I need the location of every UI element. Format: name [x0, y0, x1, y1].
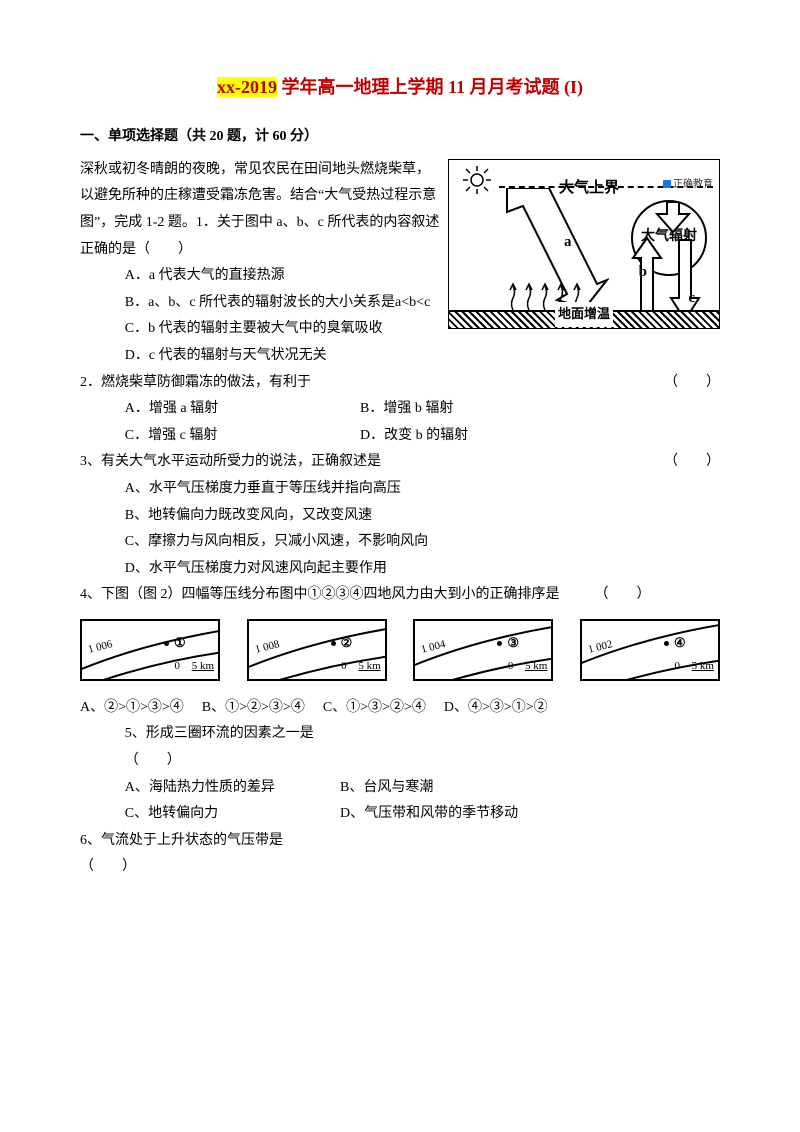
q5-paren: （ ）	[80, 748, 720, 775]
q3-stem: 3、有关大气水平运动所受力的说法，正确叙述是	[80, 454, 381, 469]
q5-row1: A、海陆热力性质的差异 B、台风与寒潮	[80, 775, 720, 802]
q3-paren: （ ）	[664, 449, 720, 476]
isobar-row: 1 006 ① 0 5 km 1 008 ② 0 5 km 1 004 ③ 0 …	[80, 619, 720, 681]
q2-row1: A．增强 a 辐射 B．增强 b 辐射	[80, 396, 720, 423]
q3-option-a: A、水平气压梯度力垂直于等压线并指向高压	[80, 476, 720, 503]
q2-paren: （ ）	[664, 370, 720, 397]
q4-option-a: A、②>①>③>④	[80, 695, 184, 722]
isobar-4: 1 002 ④ 0 5 km	[580, 619, 720, 681]
q4-stem: 4、下图（图 2）四幅等压线分布图中①②③④四地风力由大到小的正确排序是 （ ）	[80, 582, 720, 609]
iso3-scale: 5 km	[525, 656, 547, 677]
q5-stem: 5、形成三圈环流的因素之一是	[80, 721, 720, 748]
isobar-2: 1 008 ② 0 5 km	[247, 619, 387, 681]
sun-icon	[463, 166, 491, 194]
page-title: xx-2019 学年高一地理上学期 11 月月考试题 (I)	[80, 70, 720, 104]
title-highlight: xx-2019	[217, 77, 277, 97]
iso1-num: ①	[174, 631, 186, 656]
iso4-scale0: 0	[674, 656, 680, 677]
iso3-num: ③	[507, 631, 519, 656]
iso2-scale0: 0	[341, 656, 347, 677]
q1-option-d: D．c 代表的辐射与天气状况无关	[80, 343, 720, 370]
arrows-bc	[623, 202, 713, 322]
q2-option-d: D．改变 b 的辐射	[360, 423, 468, 450]
q2-stem-row: 2．燃烧柴草防御霜冻的做法，有利于 （ ）	[80, 370, 720, 397]
q1-option-b-text: B．a、b、c 所代表的辐射波长的大小关系是a<b<c	[125, 295, 430, 310]
q6-paren: （ ）	[80, 854, 720, 881]
iso4-dot	[664, 641, 669, 646]
section-heading: 一、单项选择题（共 20 题，计 60 分）	[80, 124, 720, 151]
iso1-scale0: 0	[175, 656, 181, 677]
atmosphere-diagram: 大气上界 正确教育 a 大气辐射 b c 地面增温	[448, 159, 720, 329]
iso4-num: ④	[674, 631, 686, 656]
q2-option-a: A．增强 a 辐射	[80, 396, 360, 423]
q3-stem-row: 3、有关大气水平运动所受力的说法，正确叙述是 （ ）	[80, 449, 720, 476]
q4-option-b: B、①>②>③>④	[202, 695, 305, 722]
q3-option-d: D、水平气压梯度力对风速风向起主要作用	[80, 556, 720, 583]
brand-text: 正确教育	[673, 179, 713, 190]
q4-option-c: C、①>③>②>④	[323, 695, 426, 722]
q5-option-a: A、海陆热力性质的差异	[80, 775, 340, 802]
iso2-scale: 5 km	[358, 656, 380, 677]
q5-option-c: C、地转偏向力	[80, 801, 340, 828]
ground-label: 地面增温	[555, 302, 613, 327]
q3-option-b: B、地转偏向力既改变风向，又改变风速	[80, 503, 720, 530]
q5-option-b: B、台风与寒潮	[340, 775, 433, 802]
q2-option-c: C．增强 c 辐射	[80, 423, 360, 450]
iso1-dot	[164, 641, 169, 646]
q6-stem: 6、气流处于上升状态的气压带是	[80, 828, 720, 855]
iso4-scale: 5 km	[692, 656, 714, 677]
label-a: a	[564, 228, 572, 257]
iso2-dot	[331, 641, 336, 646]
isobar-3: 1 004 ③ 0 5 km	[413, 619, 553, 681]
label-c: c	[688, 284, 695, 313]
q5-option-d: D、气压带和风带的季节移动	[340, 801, 518, 828]
brand-watermark: 正确教育	[663, 175, 713, 194]
iso2-num: ②	[341, 631, 353, 656]
isobar-1: 1 006 ① 0 5 km	[80, 619, 220, 681]
q3-option-c: C、摩擦力与风向相反，只减小风速，不影响风向	[80, 529, 720, 556]
q5-row2: C、地转偏向力 D、气压带和风带的季节移动	[80, 801, 720, 828]
iso3-scale0: 0	[508, 656, 514, 677]
q4-options: A、②>①>③>④ B、①>②>③>④ C、①>③>②>④ D、④>③>①>②	[80, 695, 720, 722]
q2-option-b: B．增强 b 辐射	[360, 396, 453, 423]
q2-row2: C．增强 c 辐射 D．改变 b 的辐射	[80, 423, 720, 450]
iso1-scale: 5 km	[192, 656, 214, 677]
title-rest: 学年高一地理上学期 11 月月考试题 (I)	[277, 77, 583, 97]
label-b: b	[639, 258, 647, 287]
q4-option-d: D、④>③>①>②	[444, 695, 548, 722]
q2-stem: 2．燃烧柴草防御霜冻的做法，有利于	[80, 375, 311, 390]
